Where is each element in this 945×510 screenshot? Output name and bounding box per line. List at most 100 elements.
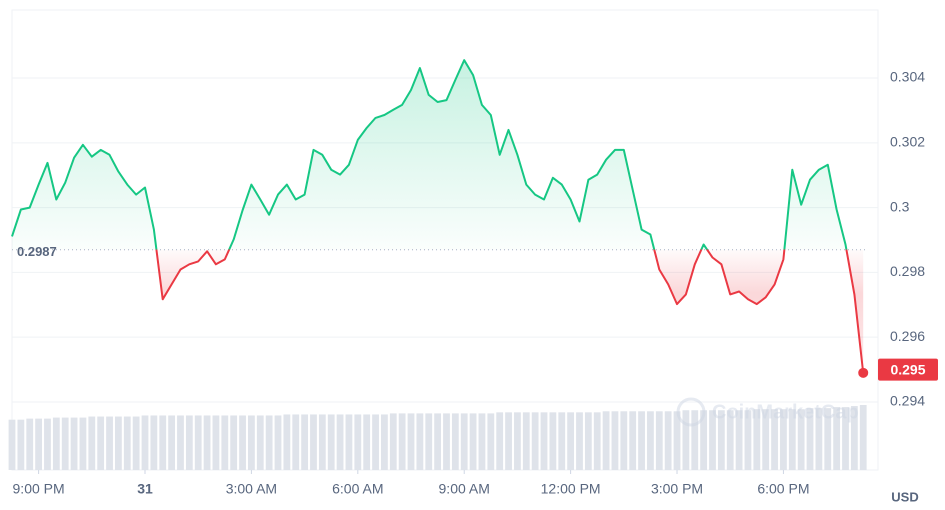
x-tick-label: 12:00 PM (541, 481, 601, 497)
price-badge (878, 358, 938, 381)
volume-bar (52, 417, 60, 470)
last-point (858, 367, 869, 378)
volume-bar (283, 414, 291, 470)
volume-bar (416, 413, 424, 470)
watermark-text: CoinMarketCap (712, 401, 859, 423)
volume-bar (806, 408, 814, 470)
volume-bar (611, 411, 619, 470)
volume-bar (354, 414, 362, 470)
volume-bar (132, 416, 140, 470)
volume-bar (496, 412, 504, 470)
volume-bar (753, 409, 761, 470)
volume-bar (115, 416, 122, 470)
volume-bar (35, 418, 42, 470)
volume-bar (407, 413, 415, 470)
volume-bar (682, 410, 690, 470)
y-tick-label: 0.294 (890, 393, 925, 409)
volume-bar (97, 416, 105, 470)
volume-bar (336, 414, 344, 470)
volume-bar (141, 415, 149, 470)
volume-bar (265, 415, 273, 470)
volume-bar (17, 419, 25, 470)
price-badge-label: 0.295 (890, 361, 925, 377)
volume-bar (735, 410, 743, 470)
volume-bar (647, 411, 654, 470)
volume-bar (584, 412, 592, 470)
reference-label: 0.2987 (17, 244, 57, 259)
volume-bar (230, 415, 238, 470)
volume-bar (194, 415, 202, 470)
x-tick-label: 9:00 PM (13, 481, 65, 497)
volume-bar (44, 418, 51, 470)
volume-bar (709, 410, 716, 470)
volume-bar (833, 407, 841, 470)
volume-bar (248, 415, 255, 470)
volume-bar (717, 410, 725, 470)
price-area (12, 60, 864, 373)
y-tick-label: 0.302 (890, 134, 925, 150)
volume-bar (700, 410, 708, 470)
volume-bar (443, 413, 450, 470)
volume-bar (106, 416, 113, 470)
volume-bar (629, 411, 637, 470)
volume-bar (70, 417, 78, 470)
volume-bar (602, 411, 610, 470)
y-tick-label: 0.298 (890, 263, 925, 279)
volume-bar (780, 409, 787, 470)
volume-bar (638, 411, 645, 470)
volume-bar (372, 414, 379, 470)
watermark: CoinMarketCap (676, 397, 859, 427)
volume-bar (744, 410, 752, 470)
price-line (11, 59, 865, 373)
volume-bar (381, 414, 388, 470)
volume-bar (451, 413, 459, 470)
volume-bar (460, 413, 468, 470)
volume-bar (576, 412, 583, 470)
volume-bar (850, 406, 858, 470)
volume-bar (815, 408, 823, 470)
y-tick-label: 0.304 (890, 69, 925, 85)
volume-bar (567, 412, 575, 470)
volume-bar (478, 413, 486, 470)
volume-bar (318, 414, 326, 470)
volume-bar (505, 412, 512, 470)
volume-bar (203, 415, 211, 470)
volume-bar (88, 416, 96, 470)
x-tick-label: 3:00 AM (226, 481, 277, 497)
volume-bar (310, 414, 317, 470)
volume-bar (239, 415, 246, 470)
volume-bar (221, 415, 229, 470)
volume-bar (664, 411, 672, 470)
volume-bar (168, 415, 176, 470)
x-tick-label: 31 (137, 481, 153, 497)
volume-bar (620, 411, 628, 470)
volume-bar (389, 413, 397, 470)
volume-bar (824, 408, 832, 470)
volume-bar (79, 417, 87, 470)
y-tick-label: 0.3 (890, 198, 910, 214)
volume-bar (185, 415, 193, 470)
volume-bar (788, 409, 796, 470)
volume-bar (469, 413, 477, 470)
volume-bar (531, 412, 539, 470)
volume-bar (150, 415, 158, 470)
volume-bar (771, 409, 778, 470)
x-tick-label: 6:00 AM (332, 481, 383, 497)
currency-label: USD (891, 489, 918, 504)
volume-bar (655, 411, 663, 470)
volume-bar (540, 412, 548, 470)
volume-bar (8, 419, 16, 470)
volume-bar (26, 418, 34, 470)
volume-bar (301, 414, 309, 470)
volume-bar (327, 414, 335, 470)
volume-bar (363, 414, 371, 470)
volume-bar (123, 416, 131, 470)
volume-bar (159, 415, 167, 470)
volume-bar (673, 411, 681, 470)
volume-bar (425, 413, 433, 470)
volume-bar (487, 413, 495, 470)
volume-bar (691, 410, 699, 470)
volume-bar (762, 409, 770, 470)
volume-bar (256, 415, 264, 470)
x-tick-label: 9:00 AM (439, 481, 490, 497)
